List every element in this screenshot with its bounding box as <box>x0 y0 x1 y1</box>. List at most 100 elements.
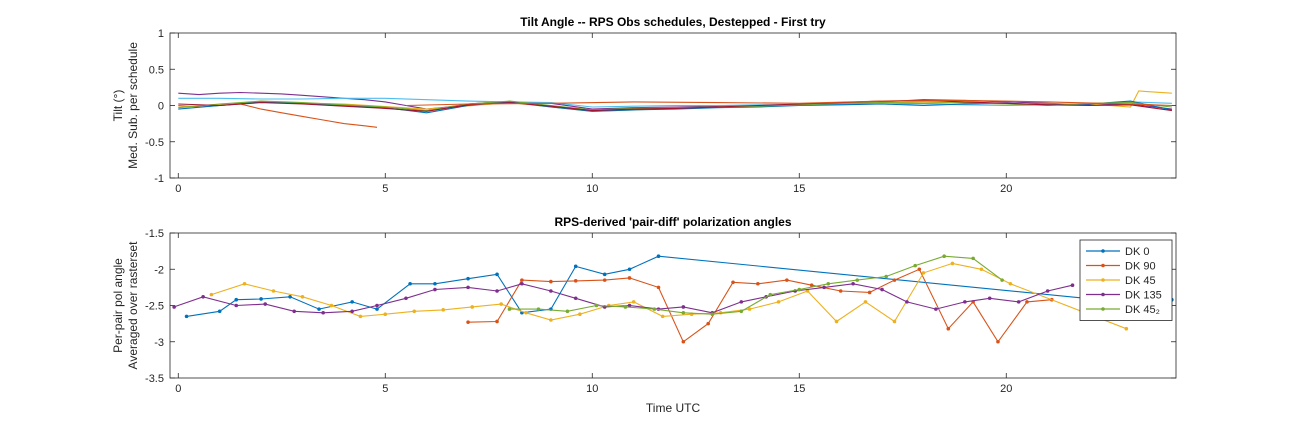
x-tick-label: 15 <box>793 183 805 195</box>
data-point <box>921 271 926 275</box>
x-tick-label: 15 <box>793 383 805 395</box>
x-tick-label: 0 <box>175 383 181 395</box>
x-tick-label: 5 <box>382 183 388 195</box>
legend-marker <box>1101 249 1105 253</box>
data-point <box>201 295 205 299</box>
x-tick-label: 20 <box>1000 183 1012 195</box>
data-point <box>627 276 632 280</box>
legend-marker <box>1101 263 1105 268</box>
legend-marker <box>1101 307 1105 311</box>
data-point <box>756 281 760 286</box>
data-point <box>578 312 582 317</box>
data-point <box>1008 281 1013 286</box>
data-point <box>963 300 967 304</box>
legend-box <box>1079 239 1173 321</box>
data-point <box>383 312 388 317</box>
y-tick-label: -3.5 <box>145 373 164 385</box>
data-point <box>350 309 354 314</box>
data-point <box>627 303 632 308</box>
data-point <box>892 278 897 282</box>
data-point <box>358 314 363 319</box>
data-point <box>656 285 661 290</box>
data-point <box>350 300 354 304</box>
legend-entry: DK 135 <box>1125 290 1162 302</box>
data-point <box>172 305 176 309</box>
data-point <box>495 319 499 324</box>
y-tick-label: 1 <box>158 28 164 40</box>
series-group <box>172 254 1174 344</box>
y-tick-label: -2 <box>154 264 164 276</box>
data-point <box>826 281 831 286</box>
data-point <box>797 287 802 292</box>
data-point <box>375 307 379 311</box>
data-point <box>739 300 744 304</box>
data-point <box>470 305 475 309</box>
data-point <box>1070 283 1075 288</box>
data-point <box>433 287 437 292</box>
y-tick-label: 0 <box>158 101 164 113</box>
data-point <box>867 290 872 295</box>
data-point <box>404 296 408 301</box>
y-axis-label: Med. Sub. per schedule <box>126 42 140 169</box>
data-point <box>855 278 860 282</box>
data-point <box>822 285 826 290</box>
data-point <box>971 256 975 261</box>
data-point <box>549 279 553 284</box>
x-tick-label: 0 <box>175 183 181 195</box>
data-point <box>1016 300 1021 304</box>
data-point <box>1000 278 1004 282</box>
x-axis-label: Time UTC <box>646 401 701 415</box>
data-point <box>209 292 214 297</box>
data-point <box>785 278 789 282</box>
data-point <box>710 312 715 317</box>
data-point <box>996 339 1000 344</box>
data-point <box>681 310 686 315</box>
data-point <box>917 267 922 272</box>
data-point <box>466 276 470 281</box>
data-point <box>565 309 570 314</box>
data-point <box>950 261 955 266</box>
data-point <box>747 307 752 311</box>
data-point <box>660 314 665 319</box>
series-line-4 <box>509 255 1003 315</box>
y-tick-label: -0.5 <box>145 137 164 149</box>
legend-marker <box>1101 292 1105 297</box>
data-point <box>317 307 321 311</box>
legend-entry: DK 90 <box>1125 261 1156 273</box>
axes-box <box>169 232 1177 379</box>
chart-title: RPS-derived 'pair-diff' polarization ang… <box>554 215 791 229</box>
data-point <box>946 326 951 331</box>
data-point <box>507 307 512 311</box>
data-point <box>234 303 239 308</box>
series-line-2 <box>178 97 1172 108</box>
data-point <box>863 300 868 304</box>
data-point <box>602 272 607 277</box>
data-point <box>300 295 305 299</box>
data-point <box>706 321 710 326</box>
data-point <box>573 296 578 301</box>
data-point <box>549 289 553 293</box>
data-point <box>905 300 909 304</box>
data-point <box>536 307 541 311</box>
data-point <box>573 264 578 269</box>
data-point <box>942 254 946 258</box>
data-point <box>495 272 499 277</box>
data-point <box>217 309 222 314</box>
x-tick-label: 5 <box>382 383 388 395</box>
y-axis-label: Per-pair pol angle <box>111 258 125 353</box>
data-point <box>834 319 839 324</box>
data-point <box>880 287 884 292</box>
data-point <box>892 319 897 324</box>
data-point <box>408 281 412 286</box>
data-point <box>913 263 917 268</box>
series-group <box>178 90 1173 128</box>
y-tick-label: 0.5 <box>149 64 164 76</box>
data-point <box>433 281 437 286</box>
data-point <box>242 281 247 286</box>
data-point <box>631 300 636 304</box>
series-line-6 <box>178 99 1172 112</box>
x-tick-label: 10 <box>586 183 598 195</box>
data-point <box>987 296 992 301</box>
data-point <box>979 267 984 272</box>
